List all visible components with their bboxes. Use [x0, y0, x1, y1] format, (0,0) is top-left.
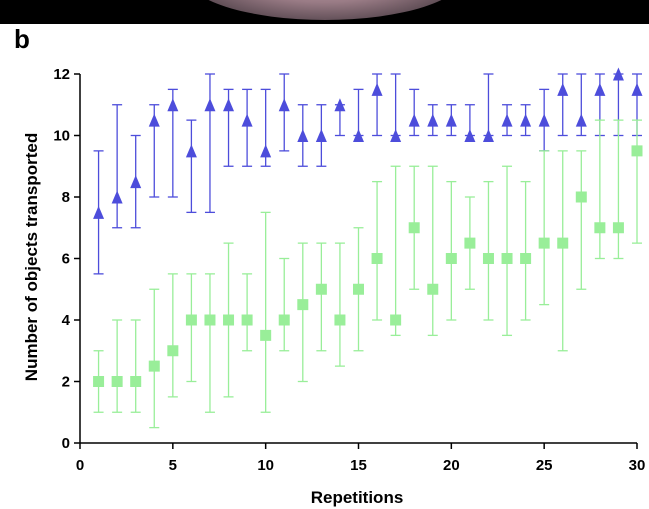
triangle-point	[408, 113, 420, 127]
x-tick-label: 25	[536, 457, 553, 474]
axes: 0 2 4 6 8 10 12 0 5 10 15 20 25 30	[53, 66, 645, 474]
square-point	[130, 376, 142, 387]
triangle-point	[111, 190, 123, 204]
square-point	[297, 299, 309, 311]
triangle-point	[612, 67, 624, 81]
x-axis-title: Repetitions	[311, 488, 404, 507]
x-tick-label: 15	[350, 457, 367, 474]
square-point	[464, 237, 476, 249]
series-triangle	[93, 67, 643, 275]
triangle-point	[167, 98, 179, 112]
square-point	[538, 237, 550, 249]
square-point	[482, 253, 494, 264]
square-point	[427, 283, 439, 295]
photo-strip	[0, 0, 649, 24]
triangle-point	[594, 82, 606, 96]
square-point	[204, 314, 216, 326]
square-point	[353, 283, 364, 295]
square-point	[557, 237, 569, 249]
triangle-point	[223, 98, 235, 112]
square-point	[390, 314, 402, 326]
triangle-point	[241, 113, 253, 127]
triangle-point	[427, 113, 439, 127]
square-point	[371, 253, 383, 264]
square-point	[185, 314, 197, 326]
x-tick-label: 0	[76, 457, 84, 474]
square-point	[93, 376, 105, 387]
square-point	[445, 253, 457, 264]
triangle-point	[185, 144, 197, 158]
square-point	[594, 222, 606, 234]
triangle-point	[353, 129, 364, 142]
triangle-point	[482, 129, 494, 142]
series-square	[93, 119, 643, 429]
square-point	[278, 314, 290, 326]
y-tick-label: 12	[53, 66, 70, 83]
x-tick-label: 10	[257, 457, 274, 474]
square-point	[631, 145, 643, 157]
triangle-point	[390, 129, 402, 142]
triangle-point	[334, 98, 346, 112]
x-tick-label: 5	[169, 457, 177, 474]
triangle-point	[315, 129, 327, 142]
triangle-point	[297, 129, 309, 142]
y-axis-title: Number of objects transported	[22, 133, 41, 381]
triangle-point	[501, 113, 513, 127]
square-point	[315, 283, 327, 295]
y-tick-label: 6	[62, 251, 70, 268]
square-point	[408, 222, 420, 234]
square-point	[148, 360, 160, 372]
triangle-point	[130, 175, 142, 189]
square-point	[167, 345, 179, 357]
triangle-point	[93, 205, 105, 219]
x-tick-label: 30	[629, 457, 646, 474]
square-point	[223, 314, 235, 326]
triangle-point	[538, 113, 550, 127]
triangle-point	[464, 129, 476, 142]
y-tick-label: 8	[62, 189, 70, 206]
triangle-point	[575, 113, 587, 127]
square-point	[111, 376, 123, 387]
y-tick-label: 0	[62, 435, 70, 452]
y-tick-label: 10	[53, 128, 70, 145]
triangle-point	[557, 82, 569, 96]
square-point	[501, 253, 513, 264]
triangle-point	[520, 113, 532, 127]
triangle-point	[445, 113, 457, 127]
square-point	[520, 253, 532, 264]
square-point	[260, 329, 272, 341]
triangle-point	[204, 98, 216, 112]
y-tick-label: 4	[62, 312, 71, 329]
series-layer	[93, 67, 643, 429]
triangle-point	[371, 82, 383, 96]
triangle-point	[148, 113, 160, 127]
panel-label: b	[14, 24, 30, 54]
x-tick-label: 20	[443, 457, 460, 474]
square-point	[334, 314, 346, 326]
y-tick-label: 2	[62, 374, 70, 391]
square-point	[612, 222, 624, 234]
triangle-point	[260, 144, 272, 158]
triangle-point	[631, 82, 643, 96]
square-point	[241, 314, 253, 326]
triangle-point	[278, 98, 290, 112]
square-point	[575, 191, 587, 203]
